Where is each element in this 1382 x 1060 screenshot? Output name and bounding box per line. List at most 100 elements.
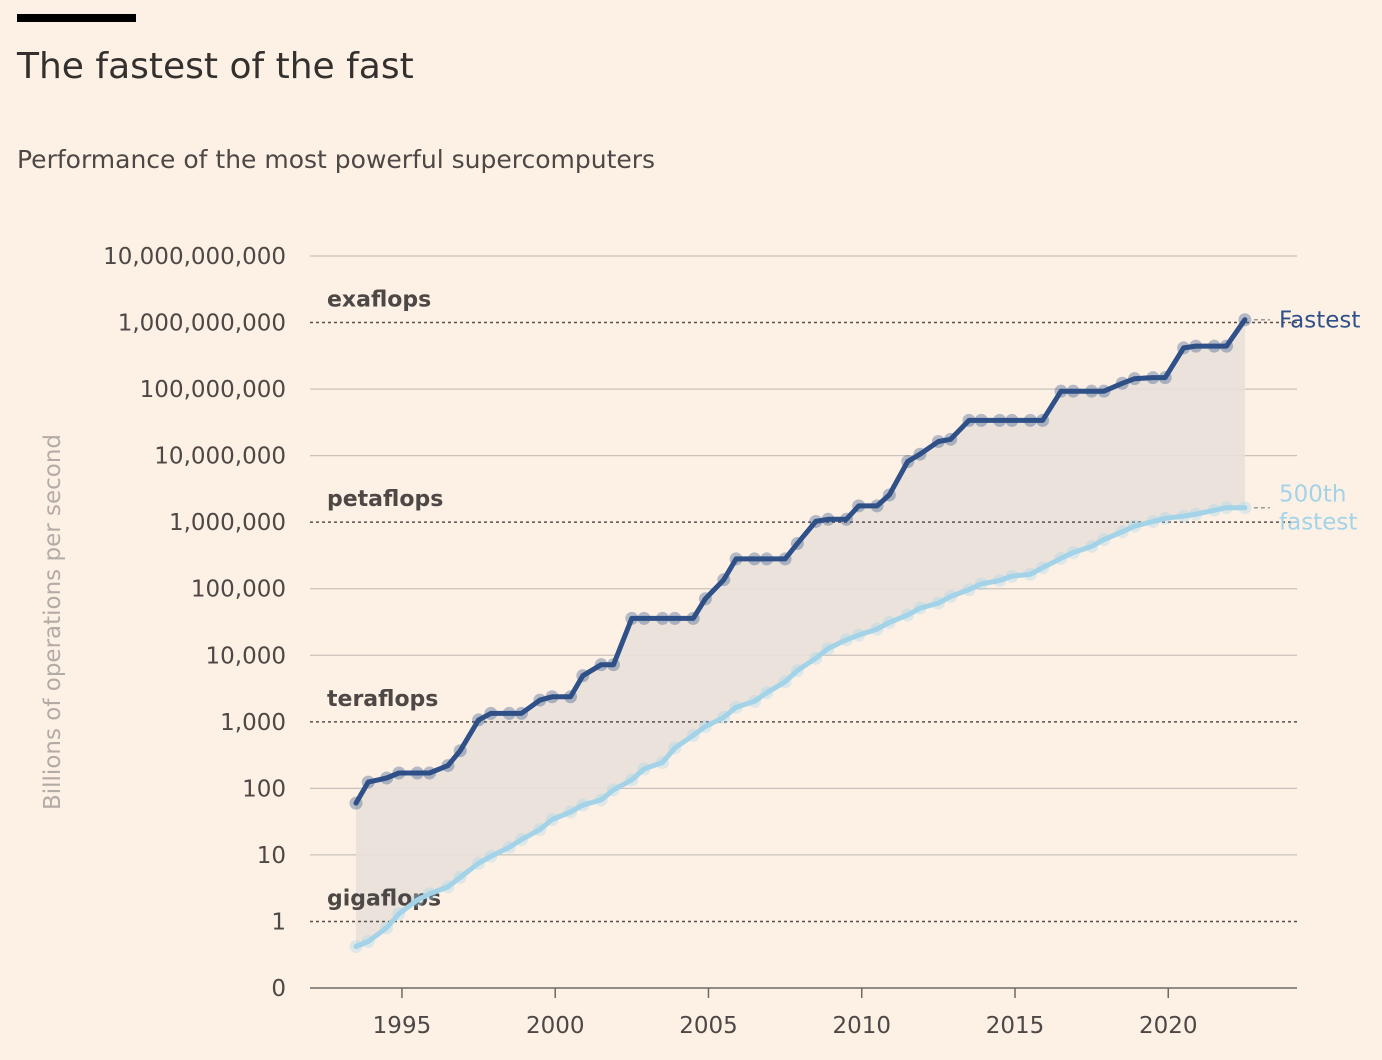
data-point <box>594 658 608 672</box>
data-point <box>1146 371 1160 385</box>
data-point <box>962 413 976 427</box>
data-point <box>502 706 516 720</box>
data-point <box>594 793 608 807</box>
data-point <box>870 622 884 636</box>
y-tick-label: 1,000 <box>220 710 286 736</box>
data-point <box>625 773 639 787</box>
data-point <box>1054 384 1068 398</box>
data-point <box>1238 313 1252 327</box>
chart-title: The fastest of the fast <box>17 46 414 87</box>
data-point <box>809 651 823 665</box>
data-point <box>1085 384 1099 398</box>
data-point <box>1005 569 1019 583</box>
y-tick-label: 0 <box>271 976 286 1002</box>
data-point <box>1220 339 1233 353</box>
y-axis-label: Billions of operations per second <box>40 434 66 810</box>
data-point <box>453 744 467 758</box>
data-point <box>361 934 375 948</box>
data-point <box>717 573 731 587</box>
data-point <box>913 601 927 615</box>
data-point <box>484 706 498 720</box>
x-tick-label: 2000 <box>526 1013 585 1039</box>
data-point <box>349 796 363 810</box>
series-line <box>353 317 1248 806</box>
data-point <box>576 669 590 683</box>
data-point <box>1177 509 1191 523</box>
x-tick-label: 1995 <box>373 1013 432 1039</box>
data-point <box>901 455 915 469</box>
data-point <box>686 728 700 742</box>
data-point <box>668 611 682 625</box>
data-point <box>1115 525 1129 539</box>
data-point <box>606 658 620 672</box>
data-point <box>901 608 915 622</box>
data-point <box>392 907 406 921</box>
data-point <box>668 741 682 755</box>
data-point <box>1005 413 1019 427</box>
series-label: fastest <box>1279 510 1357 536</box>
data-point <box>1177 341 1191 355</box>
data-point <box>778 675 792 689</box>
data-point <box>974 413 988 427</box>
data-point <box>729 700 743 714</box>
series-line <box>353 505 1248 949</box>
data-point <box>1115 376 1129 390</box>
data-point <box>410 893 424 907</box>
data-point <box>852 628 866 642</box>
data-point <box>1097 384 1111 398</box>
data-point <box>1220 501 1233 515</box>
threshold-label: teraflops <box>327 687 438 712</box>
data-point <box>472 856 486 870</box>
data-point <box>717 710 731 724</box>
data-point <box>1158 511 1172 525</box>
data-point <box>1207 339 1221 353</box>
data-point <box>790 537 804 551</box>
y-tick-label: 10 <box>257 843 286 869</box>
data-point <box>790 664 804 678</box>
data-point <box>423 887 437 901</box>
chart-subtitle: Performance of the most powerful superco… <box>17 145 656 174</box>
range-fill <box>355 319 1245 947</box>
data-point <box>515 706 528 720</box>
data-point <box>545 690 559 704</box>
data-point <box>852 499 866 513</box>
data-point <box>1189 507 1203 521</box>
data-point <box>564 690 578 704</box>
data-point <box>944 589 958 603</box>
data-point <box>760 686 774 700</box>
x-tick-label: 2010 <box>832 1013 891 1039</box>
data-point <box>1189 339 1203 353</box>
data-point <box>423 766 437 780</box>
x-axis-ticks: 1995 2000 2005 2010 2015 2020 <box>373 988 1198 1039</box>
y-tick-label: 10,000 <box>206 643 286 669</box>
data-point <box>870 499 884 513</box>
data-point <box>993 413 1007 427</box>
data-point <box>993 573 1007 587</box>
data-point <box>698 592 712 606</box>
data-point <box>380 921 394 935</box>
data-point <box>533 693 547 707</box>
data-point <box>410 766 424 780</box>
data-point <box>502 840 516 854</box>
data-point <box>962 583 976 597</box>
data-point <box>1128 372 1142 386</box>
data-point <box>1023 413 1037 427</box>
series-label: Fastest <box>1279 308 1360 334</box>
threshold-label: exaflops <box>327 288 431 313</box>
data-point <box>1097 533 1111 547</box>
y-tick-label: 1,000,000 <box>169 510 286 536</box>
data-point <box>839 512 853 526</box>
brand-rule <box>17 14 136 22</box>
y-tick-label: 1 <box>271 909 286 935</box>
data-point <box>760 552 774 566</box>
data-point <box>747 552 761 566</box>
range-area <box>355 319 1245 947</box>
data-point <box>944 432 958 446</box>
data-point <box>349 940 363 954</box>
data-point <box>729 552 743 566</box>
data-point <box>656 611 669 625</box>
data-point <box>625 611 639 625</box>
